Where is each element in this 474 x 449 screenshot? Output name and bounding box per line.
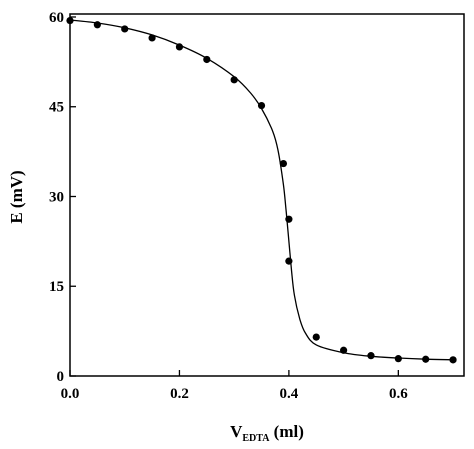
data-point <box>279 159 288 168</box>
x-tick-label: 0.6 <box>389 386 408 402</box>
data-point <box>394 355 402 363</box>
data-point <box>285 257 293 265</box>
data-point <box>66 16 74 25</box>
x-axis-title-unit: (ml) <box>269 422 303 441</box>
x-axis-title-subscript: EDTA <box>242 433 270 444</box>
y-axis-ticks <box>70 16 76 377</box>
data-points <box>66 16 457 364</box>
data-point <box>93 21 101 29</box>
y-axis-tick-labels: 0 15 30 45 60 <box>49 10 64 385</box>
fit-curve <box>69 19 454 361</box>
data-point <box>312 333 320 341</box>
data-point <box>285 215 293 223</box>
data-point <box>340 346 348 354</box>
x-axis-title: VEDTA (ml) <box>230 422 304 444</box>
y-axis-title: E (mV) <box>7 170 26 223</box>
y-tick-label: 60 <box>49 10 64 26</box>
data-point <box>148 34 156 42</box>
data-point <box>257 101 266 110</box>
x-tick-label: 0.2 <box>170 386 189 402</box>
y-tick-label: 0 <box>57 369 65 385</box>
x-axis-title-main: V <box>230 422 243 441</box>
x-axis-tick-labels: 0.0 0.2 0.4 0.6 <box>61 386 409 402</box>
y-tick-label: 30 <box>49 189 64 205</box>
data-point <box>121 25 129 33</box>
x-tick-label: 0.4 <box>280 386 299 402</box>
data-point <box>203 55 211 64</box>
data-point <box>422 355 430 363</box>
data-point <box>175 43 184 51</box>
data-point <box>449 356 457 364</box>
y-tick-label: 45 <box>49 100 64 116</box>
data-point <box>367 352 375 360</box>
y-tick-label: 15 <box>49 279 64 295</box>
x-axis-ticks <box>69 370 399 376</box>
x-tick-label: 0.0 <box>61 386 80 402</box>
data-point <box>230 76 238 84</box>
plot-area-frame <box>69 13 465 377</box>
